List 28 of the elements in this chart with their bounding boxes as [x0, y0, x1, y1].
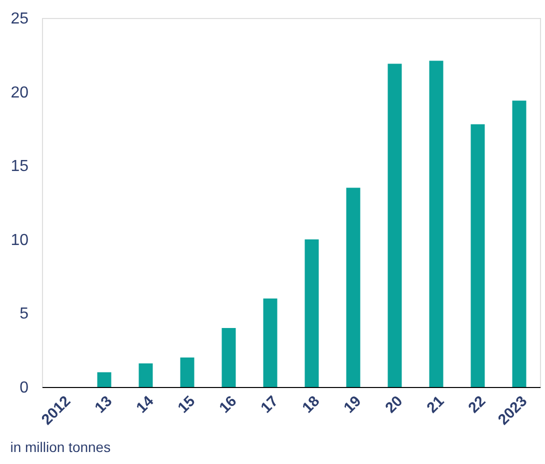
- bar: [263, 298, 278, 387]
- text: in million tonnes: [10, 439, 111, 456]
- x-tick-label: 16: [216, 392, 240, 417]
- y-tick-label: 0: [20, 380, 29, 396]
- x-tick-label: 18: [299, 392, 324, 417]
- bar: [346, 188, 360, 387]
- y-tick-label: 15: [10, 158, 29, 176]
- x-tick-label: 22: [465, 392, 490, 417]
- bar: [512, 100, 526, 387]
- x-tick-label: 15: [174, 392, 199, 417]
- x-tick-label: 19: [340, 392, 365, 417]
- y-tick-label: 25: [10, 10, 29, 28]
- bar: [138, 363, 153, 387]
- x-tick-label: 17: [258, 392, 282, 417]
- bar: [180, 357, 194, 387]
- x-tick-label: 21: [424, 392, 448, 417]
- y-tick-label: 5: [20, 306, 29, 323]
- y-tick-label: 20: [10, 84, 29, 102]
- bar: [97, 372, 112, 387]
- y-tick-label: 10: [10, 232, 29, 249]
- x-tick-label: 14: [133, 392, 158, 417]
- x-tick-label: 20: [382, 392, 406, 417]
- bar: [388, 64, 402, 387]
- bar: [304, 239, 319, 387]
- bar: [222, 328, 236, 387]
- bar: [429, 60, 444, 387]
- bar: [470, 124, 485, 387]
- x-tick-label: 13: [92, 392, 116, 417]
